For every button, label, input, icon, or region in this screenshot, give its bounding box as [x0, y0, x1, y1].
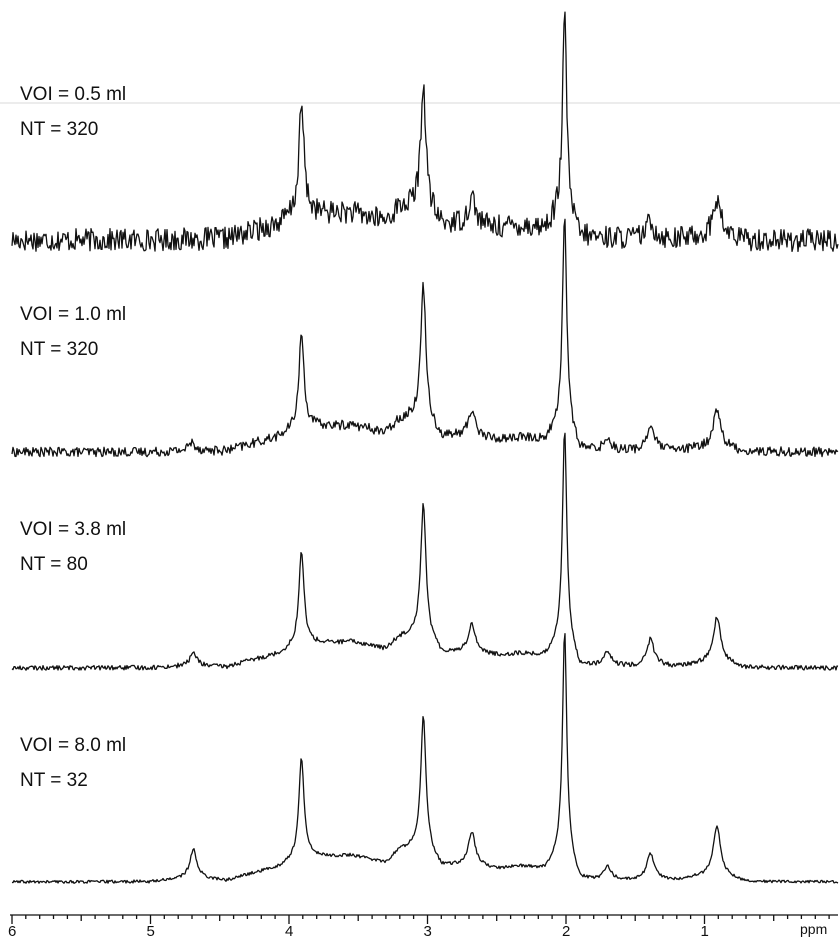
spectrum-traces: [11, 11, 839, 884]
x-tick-label: 6: [8, 923, 16, 937]
x-axis-ticks: [11, 915, 830, 924]
spectrum-trace: [11, 218, 839, 458]
x-tick-label: 5: [147, 923, 155, 937]
x-tick-label: 2: [562, 923, 570, 937]
series-label-voi: VOI = 8.0 ml: [20, 735, 126, 756]
x-tick-label: 1: [701, 923, 709, 937]
x-axis-unit-label: ppm: [800, 921, 827, 937]
spectrum-trace: [11, 11, 839, 253]
spectrum-trace: [11, 633, 839, 884]
series-label-nt: NT = 80: [20, 554, 88, 575]
series-label-voi: VOI = 3.8 ml: [20, 519, 126, 540]
series-label-nt: NT = 320: [20, 119, 98, 140]
x-axis-tick-labels: 6 5 4 3 2 1: [8, 923, 709, 937]
series-label-nt: NT = 32: [20, 770, 88, 791]
x-tick-label: 3: [424, 923, 432, 937]
x-tick-label: 4: [285, 923, 293, 937]
series-label-voi: VOI = 1.0 ml: [20, 304, 126, 325]
series-label-nt: NT = 320: [20, 339, 98, 360]
series-label-voi: VOI = 0.5 ml: [20, 84, 126, 105]
spectrum-trace: [11, 432, 839, 671]
